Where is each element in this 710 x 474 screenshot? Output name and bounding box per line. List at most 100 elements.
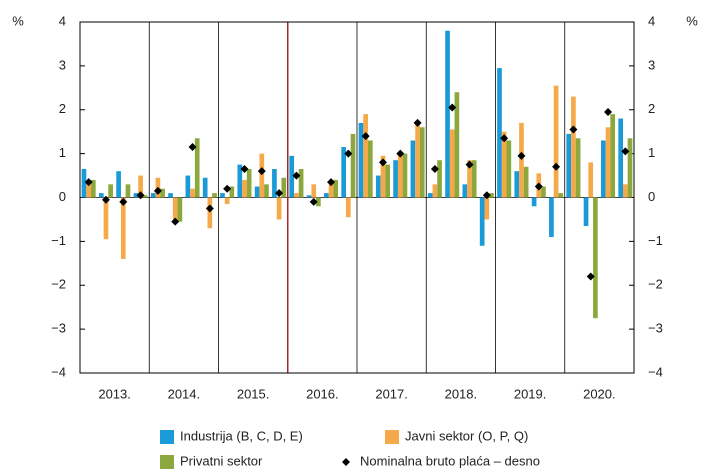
diamond-marker (569, 125, 578, 134)
diamond-marker (361, 132, 370, 141)
bar (437, 160, 442, 198)
bar (375, 175, 381, 198)
bar (138, 175, 143, 198)
y2-tick-label: 2 (648, 101, 655, 116)
bar (393, 160, 398, 198)
y-tick-label: −4 (51, 364, 66, 379)
bar (523, 166, 529, 198)
bar (623, 184, 628, 198)
y2-tick-label: −2 (648, 277, 663, 292)
x-group-label: 2020. (583, 386, 616, 401)
legend-marker (342, 458, 350, 466)
x-group-label: 2013. (98, 386, 131, 401)
bar (549, 197, 554, 237)
diamond-marker (500, 134, 509, 143)
diamond-marker (136, 191, 145, 200)
plot-frame (79, 21, 635, 374)
y-tick-label: −3 (51, 321, 66, 336)
bar (605, 127, 611, 198)
y2-tick-label: 3 (648, 57, 655, 72)
legend-label: Privatni sektor (180, 453, 263, 468)
diamond-marker (586, 272, 595, 281)
bar (316, 197, 321, 207)
diamond-marker (309, 197, 318, 206)
legend-swatch (385, 430, 399, 444)
diamond-marker (344, 149, 353, 158)
y2-unit: % (686, 13, 698, 28)
bar (108, 184, 113, 198)
bar (402, 153, 408, 198)
bar (484, 197, 490, 220)
bar (289, 155, 295, 198)
bar (242, 179, 247, 198)
bar (593, 197, 598, 319)
y-unit: % (12, 13, 24, 28)
bar (358, 122, 364, 198)
diamond-marker (482, 191, 491, 200)
bar (519, 122, 524, 198)
bar (276, 197, 282, 220)
diamond-marker (171, 217, 180, 226)
y-tick-label: 1 (59, 145, 66, 160)
bar (103, 197, 109, 240)
diamond-marker (119, 197, 128, 206)
bar (367, 140, 373, 198)
bar (454, 92, 460, 198)
bar (410, 140, 416, 198)
bar (281, 177, 287, 198)
bar (120, 197, 126, 259)
y2-tick-label: −1 (648, 233, 663, 248)
bar (350, 133, 356, 198)
bar (224, 197, 230, 205)
y2-tick-label: −3 (648, 321, 663, 336)
bar (298, 168, 304, 198)
bar (172, 197, 178, 220)
bar (86, 184, 91, 198)
bar (185, 175, 191, 198)
bar (177, 197, 183, 222)
bar (432, 184, 438, 198)
bar (419, 127, 425, 198)
bar (553, 85, 559, 198)
bar (264, 184, 269, 198)
bar (81, 168, 87, 198)
diamond-marker (552, 162, 561, 171)
diamond-marker (517, 151, 526, 160)
bar (341, 147, 347, 198)
diamond-marker (465, 160, 474, 169)
bar (246, 168, 252, 198)
bar (501, 131, 507, 198)
diamond-marker (378, 158, 387, 167)
bar (125, 184, 131, 198)
bar (207, 197, 213, 229)
bar (471, 160, 477, 198)
bar (618, 118, 624, 198)
bar (168, 193, 173, 198)
diamond-marker (84, 178, 93, 187)
diamond-marker (101, 195, 110, 204)
bar (445, 30, 450, 198)
bar (116, 171, 121, 198)
bar (294, 193, 299, 198)
bar (190, 188, 195, 198)
x-group-label: 2016. (306, 386, 339, 401)
bar (220, 193, 225, 198)
diamond-marker (188, 143, 197, 152)
legend-label: Javni sektor (O, P, Q) (405, 428, 528, 443)
bar (489, 193, 494, 198)
bar (194, 138, 200, 198)
legend-swatch (160, 455, 174, 469)
diamond-marker (413, 118, 422, 127)
bar (229, 186, 235, 198)
bar (272, 168, 277, 198)
y-tick-label: 2 (59, 101, 66, 116)
bar (575, 138, 581, 198)
bar (346, 197, 351, 218)
bar (571, 96, 576, 198)
diamond-marker (292, 171, 301, 180)
x-group-label: 2018. (445, 386, 478, 401)
diamond-marker (430, 164, 439, 173)
bar (363, 114, 368, 198)
bar (588, 162, 594, 198)
bar (150, 193, 156, 198)
